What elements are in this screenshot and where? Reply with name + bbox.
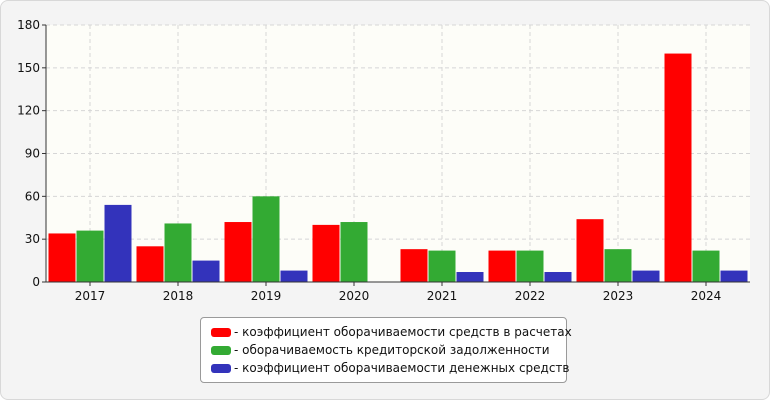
bar-2017-s3 [104, 204, 132, 282]
y-tick-label: 60 [25, 189, 40, 203]
y-tick-label: 150 [17, 61, 40, 75]
bar-2021-s3 [456, 272, 484, 282]
bar-2021-s1 [400, 249, 428, 282]
bar-2020-s2 [340, 222, 368, 282]
legend-item-receivables-turnover: - коэффициент оборачиваемости средств в … [211, 323, 572, 341]
legend-swatch-green [211, 345, 231, 355]
x-tick-label: 2023 [603, 289, 634, 303]
bar-2018-s1 [136, 246, 164, 282]
bar-2019-s2 [252, 196, 280, 282]
y-tick-label: 90 [25, 147, 40, 161]
x-tick-label: 2021 [427, 289, 458, 303]
bar-2019-s1 [224, 222, 252, 282]
bar-2023-s2 [604, 249, 632, 282]
bar-2024-s1 [664, 53, 692, 282]
legend-swatch-red [211, 327, 231, 337]
bar-2022-s2 [516, 250, 544, 282]
legend-item-payables-turnover: - оборачиваемость кредиторской задолженн… [211, 341, 566, 359]
bar-2018-s3 [192, 260, 220, 282]
legend-label: - оборачиваемость кредиторской задолженн… [234, 343, 550, 357]
bar-2023-s3 [632, 270, 660, 282]
bar-2019-s3 [280, 270, 308, 282]
bar-2024-s2 [692, 250, 720, 282]
legend-label: - коэффициент оборачиваемости денежных с… [234, 361, 570, 375]
bar-2023-s1 [576, 219, 604, 282]
y-tick-label: 0 [32, 275, 40, 289]
x-tick-label: 2020 [339, 289, 370, 303]
bar-2021-s2 [428, 250, 456, 282]
bar-2017-s2 [76, 230, 104, 282]
bar-2018-s2 [164, 223, 192, 282]
x-tick-label: 2017 [75, 289, 106, 303]
x-tick-label: 2018 [163, 289, 194, 303]
legend-swatch-blue [211, 363, 231, 373]
legend-label: - коэффициент оборачиваемости средств в … [234, 325, 572, 339]
bar-2024-s3 [720, 270, 748, 282]
y-tick-label: 120 [17, 104, 40, 118]
legend-item-cash-turnover: - коэффициент оборачиваемости денежных с… [211, 359, 570, 377]
x-tick-label: 2024 [691, 289, 722, 303]
bar-2017-s1 [48, 233, 76, 282]
bar-2022-s1 [488, 250, 516, 282]
bar-2020-s1 [312, 224, 340, 282]
x-tick-label: 2022 [515, 289, 546, 303]
y-tick-label: 30 [25, 232, 40, 246]
y-tick-label: 180 [17, 18, 40, 32]
bar-2022-s3 [544, 272, 572, 282]
x-tick-label: 2019 [251, 289, 282, 303]
chart-legend: - коэффициент оборачиваемости средств в … [200, 317, 572, 383]
